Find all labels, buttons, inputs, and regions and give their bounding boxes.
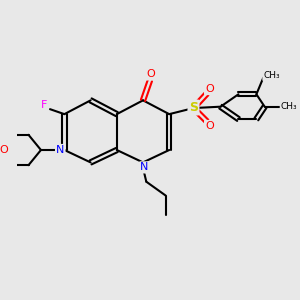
Text: O: O — [0, 145, 9, 155]
Text: O: O — [146, 69, 155, 80]
Text: O: O — [205, 84, 214, 94]
Text: CH₃: CH₃ — [280, 102, 297, 111]
Text: N: N — [140, 162, 148, 172]
Text: S: S — [189, 101, 198, 114]
Text: N: N — [56, 145, 64, 155]
Text: CH₃: CH₃ — [263, 71, 280, 80]
Text: O: O — [205, 121, 214, 131]
Text: F: F — [41, 100, 47, 110]
